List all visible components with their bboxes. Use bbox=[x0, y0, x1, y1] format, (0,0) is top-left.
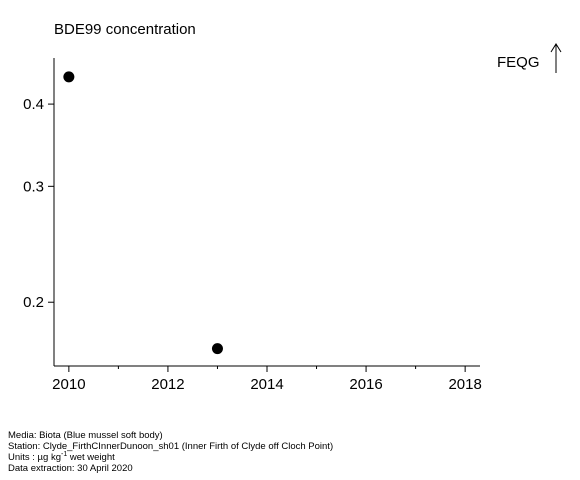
footer-media: Media: Biota (Blue mussel soft body) bbox=[8, 430, 163, 441]
footer-station: Station: Clyde_FirthCInnerDunoon_sh01 (I… bbox=[8, 441, 334, 452]
y-tick-label: 0.4 bbox=[23, 96, 44, 113]
data-point bbox=[211, 343, 223, 355]
y-tick-label: 0.3 bbox=[23, 178, 44, 195]
x-tick-label: 2014 bbox=[250, 376, 283, 393]
legend: FEQG bbox=[497, 43, 562, 73]
footer-units: Units : µg kg-1 wet weight bbox=[8, 451, 333, 463]
chart-title: BDE99 concentration bbox=[54, 21, 196, 38]
data-points bbox=[63, 71, 223, 355]
footer-units-prefix: Units : µg kg bbox=[8, 452, 61, 463]
x-tick-label: 2018 bbox=[448, 376, 481, 393]
arrow-up-icon bbox=[550, 43, 562, 73]
axes: 2010 2012 2014 2016 2018 0.2 0.3 0.4 bbox=[23, 58, 482, 393]
footer-extraction: Data extraction: 30 April 2020 bbox=[8, 463, 133, 474]
data-point bbox=[63, 71, 75, 83]
y-tick-label: 0.2 bbox=[23, 294, 44, 311]
footer-units-exponent: -1 bbox=[61, 451, 68, 458]
footer-info: Media: Biota (Blue mussel soft body) Sta… bbox=[8, 430, 333, 474]
x-tick-label: 2016 bbox=[349, 376, 382, 393]
x-tick-label: 2010 bbox=[52, 376, 85, 393]
x-tick-label: 2012 bbox=[151, 376, 184, 393]
footer-units-suffix: wet weight bbox=[67, 452, 115, 463]
legend-label-feqg: FEQG bbox=[497, 54, 540, 71]
